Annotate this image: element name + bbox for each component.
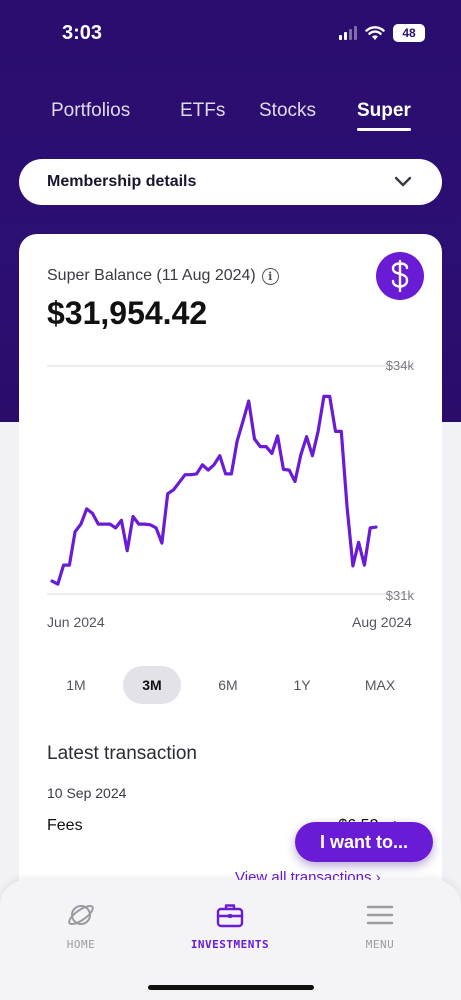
asset-tabs: Portfolios ETFs Stocks Super <box>0 100 461 140</box>
time-range-selector: 1M 3M 6M 1Y MAX <box>19 666 442 704</box>
nav-home-label: HOME <box>66 938 96 951</box>
range-max-button[interactable]: MAX <box>364 677 396 693</box>
home-indicator <box>148 985 314 990</box>
range-3m-button[interactable]: 3M <box>123 666 181 704</box>
tab-portfolios[interactable]: Portfolios <box>51 100 131 121</box>
chevron-down-icon <box>394 176 412 187</box>
tab-etfs[interactable]: ETFs <box>180 100 226 121</box>
balance-heading: Super Balance (11 Aug 2024) i <box>47 267 279 285</box>
info-icon[interactable]: i <box>261 267 279 285</box>
battery-icon: 48 <box>393 24 425 42</box>
wifi-icon <box>365 26 385 40</box>
dollar-icon <box>376 252 424 300</box>
transaction-date: 10 Sep 2024 <box>47 785 127 801</box>
membership-details-label: Membership details <box>47 173 197 190</box>
nav-investments-label: INVESTMENTS <box>190 938 270 951</box>
status-icons: 48 <box>339 24 425 42</box>
balance-label: Super Balance (11 Aug 2024) <box>47 267 256 284</box>
hamburger-icon <box>366 905 394 925</box>
nav-menu-label: MENU <box>365 938 395 951</box>
nav-menu[interactable]: MENU <box>325 898 435 951</box>
planet-icon <box>68 904 94 926</box>
bottom-navigation: HOME INVESTMENTS MENU <box>0 880 461 1000</box>
latest-transaction-heading: Latest transaction <box>47 743 197 764</box>
range-1m-button[interactable]: 1M <box>66 677 86 693</box>
y-tick-label-bottom: $31k <box>386 588 415 603</box>
balance-value: $31,954.42 <box>47 295 208 331</box>
x-tick-label-end: Aug 2024 <box>352 614 412 630</box>
tab-stocks[interactable]: Stocks <box>259 100 317 121</box>
membership-details-dropdown[interactable]: Membership details <box>19 159 442 205</box>
transaction-name[interactable]: Fees <box>47 817 83 834</box>
i-want-to-button[interactable]: I want to... <box>295 822 433 862</box>
x-tick-label-start: Jun 2024 <box>47 614 105 630</box>
y-tick-label-top: $34k <box>386 358 415 373</box>
range-6m-button[interactable]: 6M <box>218 677 238 693</box>
tab-super[interactable]: Super <box>357 100 411 131</box>
cellular-signal-icon <box>339 26 357 40</box>
nav-investments[interactable]: INVESTMENTS <box>175 898 285 951</box>
balance-series-line <box>50 394 378 586</box>
range-1y-button[interactable]: 1Y <box>293 677 311 693</box>
nav-home[interactable]: HOME <box>26 898 136 951</box>
balance-chart: $34k $31k <box>47 358 415 603</box>
status-time: 3:03 <box>62 22 103 44</box>
briefcase-icon <box>216 904 244 928</box>
